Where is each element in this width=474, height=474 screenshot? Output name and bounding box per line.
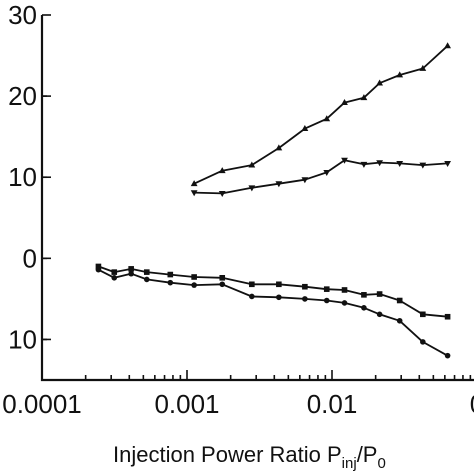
data-point (444, 161, 452, 168)
data-point (376, 291, 383, 297)
plot-frame-left-bottom (40, 15, 474, 382)
x-axis-label-sub-0: 0 (377, 455, 385, 472)
axis-ticks: 30 20 10 0 10 0.0001 0.001 0.01 0 (2, 0, 474, 419)
y-tick-label: 0 (23, 243, 37, 273)
data-point (219, 275, 226, 281)
chart-axes (40, 15, 474, 382)
data-point (323, 286, 330, 292)
series-line (194, 159, 448, 195)
data-point (341, 157, 348, 164)
data-point (444, 313, 451, 320)
data-point (167, 279, 174, 286)
data-point (444, 352, 451, 359)
data-point (111, 275, 118, 281)
data-point (190, 190, 198, 197)
y-tick-label: 20 (8, 81, 37, 111)
x-tick-label: 0 (470, 389, 474, 419)
data-point (323, 115, 331, 122)
data-point (143, 269, 150, 275)
series-line (193, 45, 449, 185)
data-point (361, 292, 367, 298)
data-point (361, 305, 367, 311)
x-tick-label: 0.0001 (2, 389, 82, 419)
data-point (128, 270, 134, 277)
data-point (396, 161, 404, 168)
series-2 (190, 157, 452, 198)
data-point (376, 160, 384, 167)
data-point (95, 263, 102, 270)
data-point (128, 266, 134, 272)
x-axis-label-main: Injection Power Ratio P (113, 442, 342, 467)
data-point (143, 276, 150, 283)
x-axis-label-sub-inj: inj (342, 455, 357, 472)
data-point (420, 311, 426, 318)
data-point (276, 294, 282, 301)
data-point (420, 339, 426, 345)
data-point (275, 181, 283, 188)
data-point (249, 293, 255, 300)
series-line (97, 268, 449, 357)
data-point (396, 317, 403, 324)
x-tick-label: 0.001 (154, 389, 219, 419)
y-tick-label: 10 (8, 162, 37, 192)
data-point (444, 42, 452, 49)
data-point (302, 296, 308, 302)
data-point (302, 283, 308, 290)
data-point (396, 297, 403, 304)
data-point (249, 281, 255, 288)
data-point (167, 271, 174, 278)
data-point (218, 191, 226, 198)
data-point (276, 281, 282, 288)
data-point (95, 266, 102, 273)
data-point (396, 71, 404, 78)
data-point (419, 64, 427, 71)
data-point (341, 99, 348, 105)
data-series (95, 42, 452, 359)
series-3 (95, 263, 451, 320)
data-point (111, 269, 118, 275)
data-point (301, 124, 309, 131)
data-point (360, 94, 368, 101)
data-point (248, 185, 256, 192)
data-point (360, 161, 368, 168)
x-axis-label: Injection Power Ratio Pinj/P0 (113, 442, 386, 472)
data-point (323, 169, 331, 176)
series-4 (95, 266, 451, 359)
x-axis-label-mid: /P (357, 442, 378, 467)
data-point (219, 281, 226, 288)
data-point (190, 180, 198, 187)
data-point (341, 300, 348, 306)
data-point (341, 287, 348, 293)
data-point (275, 144, 283, 151)
data-point (248, 161, 256, 168)
data-point (376, 79, 384, 86)
series-line (98, 265, 448, 318)
data-point (376, 311, 383, 318)
data-point (323, 297, 330, 304)
data-point (191, 274, 197, 280)
data-point (218, 167, 226, 174)
y-tick-label: 10 (8, 324, 37, 354)
data-point (301, 177, 309, 184)
x-tick-label: 0.01 (307, 389, 358, 419)
data-point (191, 282, 197, 288)
series-1 (190, 42, 452, 187)
data-point (419, 162, 427, 169)
y-tick-label: 30 (8, 0, 37, 30)
